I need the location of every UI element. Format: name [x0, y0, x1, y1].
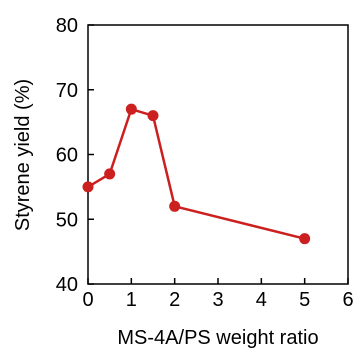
- data-point: [125, 103, 137, 115]
- data-point: [104, 168, 116, 180]
- x-tick-label: 6: [342, 289, 353, 311]
- y-tick-label: 60: [56, 145, 78, 167]
- x-axis-ticks: 0 1 2 3 4 5 6: [82, 278, 354, 311]
- data-point: [147, 110, 159, 122]
- x-tick-label: 4: [256, 289, 267, 311]
- y-axis-ticks: 40 50 60 70 80: [56, 15, 94, 296]
- x-tick-label: 5: [299, 289, 310, 311]
- y-tick-label: 80: [56, 15, 78, 37]
- x-tick-label: 3: [212, 289, 223, 311]
- y-tick-label: 50: [56, 209, 78, 231]
- series-line: [87, 107, 306, 240]
- series-layer: [82, 103, 311, 245]
- x-tick-label: 2: [169, 289, 180, 311]
- data-point: [299, 233, 311, 245]
- x-axis-label: MS-4A/PS weight ratio: [117, 327, 318, 349]
- y-tick-label: 70: [56, 80, 78, 102]
- data-point: [169, 200, 181, 212]
- plot-frame: [87, 24, 349, 285]
- x-tick-label: 0: [82, 289, 93, 311]
- y-axis-label: Styrene yield (%): [12, 79, 34, 231]
- y-tick-label: 40: [56, 274, 78, 296]
- x-tick-label: 1: [126, 289, 137, 311]
- data-point: [82, 181, 94, 193]
